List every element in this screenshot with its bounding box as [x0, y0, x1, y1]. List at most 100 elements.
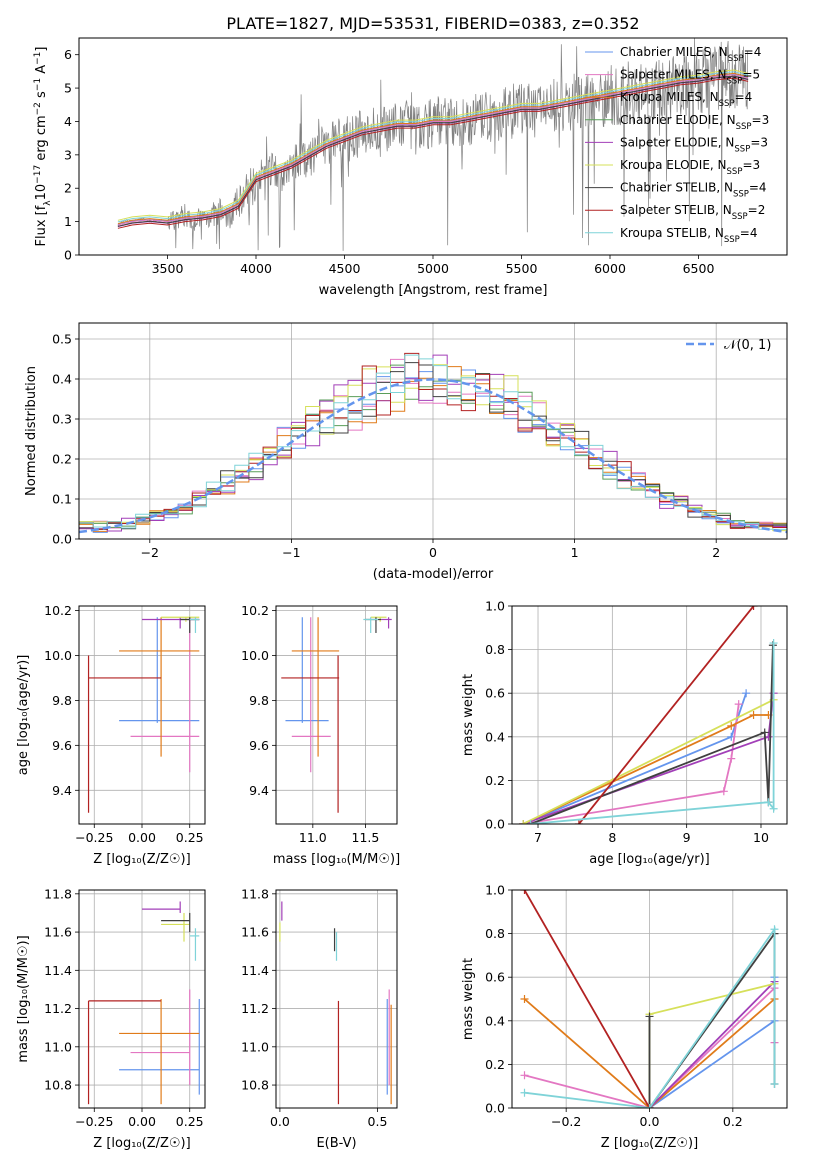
legend-subscript: SSP — [728, 54, 744, 64]
y-axis-label: age [log₁₀(age/yr)] — [16, 655, 31, 776]
y-tick-label: 9.8 — [52, 693, 72, 708]
axes-frame — [78, 322, 788, 540]
weight-point-6 — [520, 890, 529, 894]
legend-text-tail: =2 — [748, 203, 766, 217]
weight-point-7 — [769, 804, 778, 813]
age-vs-mass-plot-area — [281, 616, 392, 813]
axes-frame — [78, 37, 788, 256]
legend-text-tail: =4 — [735, 90, 753, 104]
model-line-1 — [117, 74, 749, 226]
y-tick-label: 6 — [64, 47, 72, 62]
legend-subscript: SSP — [733, 190, 749, 200]
y-tick-label: 11.8 — [241, 886, 269, 901]
x-tick-label: 2 — [712, 545, 720, 560]
weight-line-7 — [524, 926, 776, 1108]
legend-subscript: SSP — [727, 77, 743, 87]
x-axis-label: wavelength [Angstrom, rest frame] — [319, 283, 548, 298]
x-tick-label: 5500 — [506, 261, 538, 276]
massweight-vs-age-panel: 7 8 9 10 0.0 0.2 0.4 0.6 0.8 1.0 age [log₁₀(age/yr… — [461, 599, 788, 867]
y-tick-label: 1.0 — [485, 883, 505, 898]
legend-text: Chabrier MILES, N — [620, 45, 728, 59]
x-tick-label: 0.0 — [640, 1114, 660, 1129]
weight-point-2 — [749, 711, 758, 719]
y-tick-label: 2 — [64, 181, 72, 196]
legend-entry-3: Chabrier ELODIE, NSSP=3 — [620, 113, 769, 132]
histogram-6 — [79, 362, 787, 530]
x-tick-label: 11.5 — [352, 830, 380, 845]
legend-text-tail: =3 — [742, 158, 760, 172]
weight-point-1 — [520, 1071, 529, 1080]
x-tick-label: 8 — [608, 830, 616, 845]
y-tick-label: 9.4 — [52, 783, 72, 798]
weight-point-7 — [769, 639, 778, 648]
y-label-part: −17 — [33, 165, 43, 184]
y-tick-label: 10.2 — [241, 603, 269, 618]
legend-text: Salpeter MILES, N — [620, 68, 727, 82]
legend-entry-2: Kroupa MILES, NSSP=4 — [620, 90, 752, 109]
x-tick-label: 10 — [753, 830, 769, 845]
y-label-part: λ — [43, 200, 53, 206]
weight-line-4 — [522, 698, 775, 824]
x-tick-label: 3500 — [152, 261, 184, 276]
model-line-5 — [117, 69, 749, 221]
legend-entry-8: Kroupa STELIB, NSSP=4 — [620, 226, 758, 245]
spectrum-panel: 3500 4000 4500 5000 5500 6000 6500 0 1 2 3 4 5 6 wavel… — [33, 37, 788, 298]
legend-text: Chabrier ELODIE, N — [620, 113, 736, 127]
y-label-part: −2 — [33, 102, 43, 115]
legend-text-tail: =4 — [740, 226, 758, 240]
x-tick-label: −0.25 — [75, 1114, 113, 1129]
mass-vs-ebv-plot-area — [279, 901, 392, 1105]
y-tick-label: 0.0 — [52, 532, 72, 547]
y-tick-label: 0.6 — [485, 686, 505, 701]
y-tick-label: 10.8 — [44, 1078, 72, 1093]
legend-text-tail: =4 — [744, 45, 762, 59]
y-label-part: erg cm — [34, 115, 49, 164]
mass-vs-ebv-panel: 0.0 0.5 10.8 11.0 11.2 11.4 11.6 11.8 E(B-V) — [241, 886, 398, 1151]
y-tick-label: 11.2 — [241, 1001, 269, 1016]
y-tick-label: 11.0 — [44, 1039, 72, 1054]
y-label-part: Flux [f — [34, 205, 49, 246]
legend-entry-7: Salpeter STELIB, NSSP=2 — [620, 203, 765, 222]
age-vs-mass-panel: 11.0 11.5 9.4 9.6 9.8 10.0 10.2 mass [log₁₀(M/M… — [241, 603, 400, 867]
y-label-part: A — [34, 65, 49, 78]
x-axis-label: age [log₁₀(age/yr)] — [589, 852, 710, 867]
legend-subscript: SSP — [719, 99, 735, 109]
y-tick-label: 0.0 — [485, 1101, 505, 1116]
legend-subscript: SSP — [734, 144, 750, 154]
x-tick-label: 0.25 — [176, 830, 204, 845]
weight-point-1 — [727, 754, 736, 763]
x-tick-label: −2 — [141, 545, 159, 560]
y-tick-label: 9.4 — [249, 783, 269, 798]
y-tick-label: 0.4 — [52, 372, 72, 387]
y-tick-label: 0.4 — [485, 1013, 505, 1028]
y-tick-label: 0.5 — [52, 332, 72, 347]
weight-point-7 — [645, 1104, 654, 1108]
y-tick-label: 5 — [64, 81, 72, 96]
weight-point-1 — [734, 700, 743, 709]
y-tick-label: 11.4 — [241, 963, 269, 978]
legend-text-tail: =3 — [750, 135, 768, 149]
y-tick-label: 0.2 — [485, 773, 505, 788]
x-tick-label: 0.2 — [723, 1114, 743, 1129]
legend-subscript: SSP — [727, 167, 743, 177]
y-tick-label: 0.2 — [485, 1057, 505, 1072]
x-tick-label: 6500 — [683, 261, 715, 276]
y-axis-label: mass [log₁₀(M/M☉)] — [16, 935, 31, 1062]
x-tick-label: −0.2 — [551, 1114, 581, 1129]
y-tick-label: 11.8 — [44, 886, 72, 901]
massweight-vs-Z-panel: −0.2 0.0 0.2 0.0 0.2 0.4 0.6 0.8 1.0 Z [log₁₀(Z/Z… — [461, 883, 788, 1151]
weight-line-6 — [523, 890, 651, 1108]
x-tick-label: 1 — [571, 545, 579, 560]
axes-frame — [511, 605, 788, 825]
y-tick-label: 0.8 — [485, 926, 505, 941]
y-tick-label: 0 — [64, 248, 72, 263]
histogram-1 — [79, 358, 787, 529]
legend-entry-0: Chabrier MILES, NSSP=4 — [620, 45, 761, 64]
gaussian-curve — [79, 378, 787, 534]
y-tick-label: 0.8 — [485, 642, 505, 657]
weight-point-7 — [520, 1088, 529, 1097]
y-tick-label: 10.0 — [241, 648, 269, 663]
legend-text: Kroupa ELODIE, N — [620, 158, 727, 172]
weight-line-5 — [530, 645, 774, 824]
